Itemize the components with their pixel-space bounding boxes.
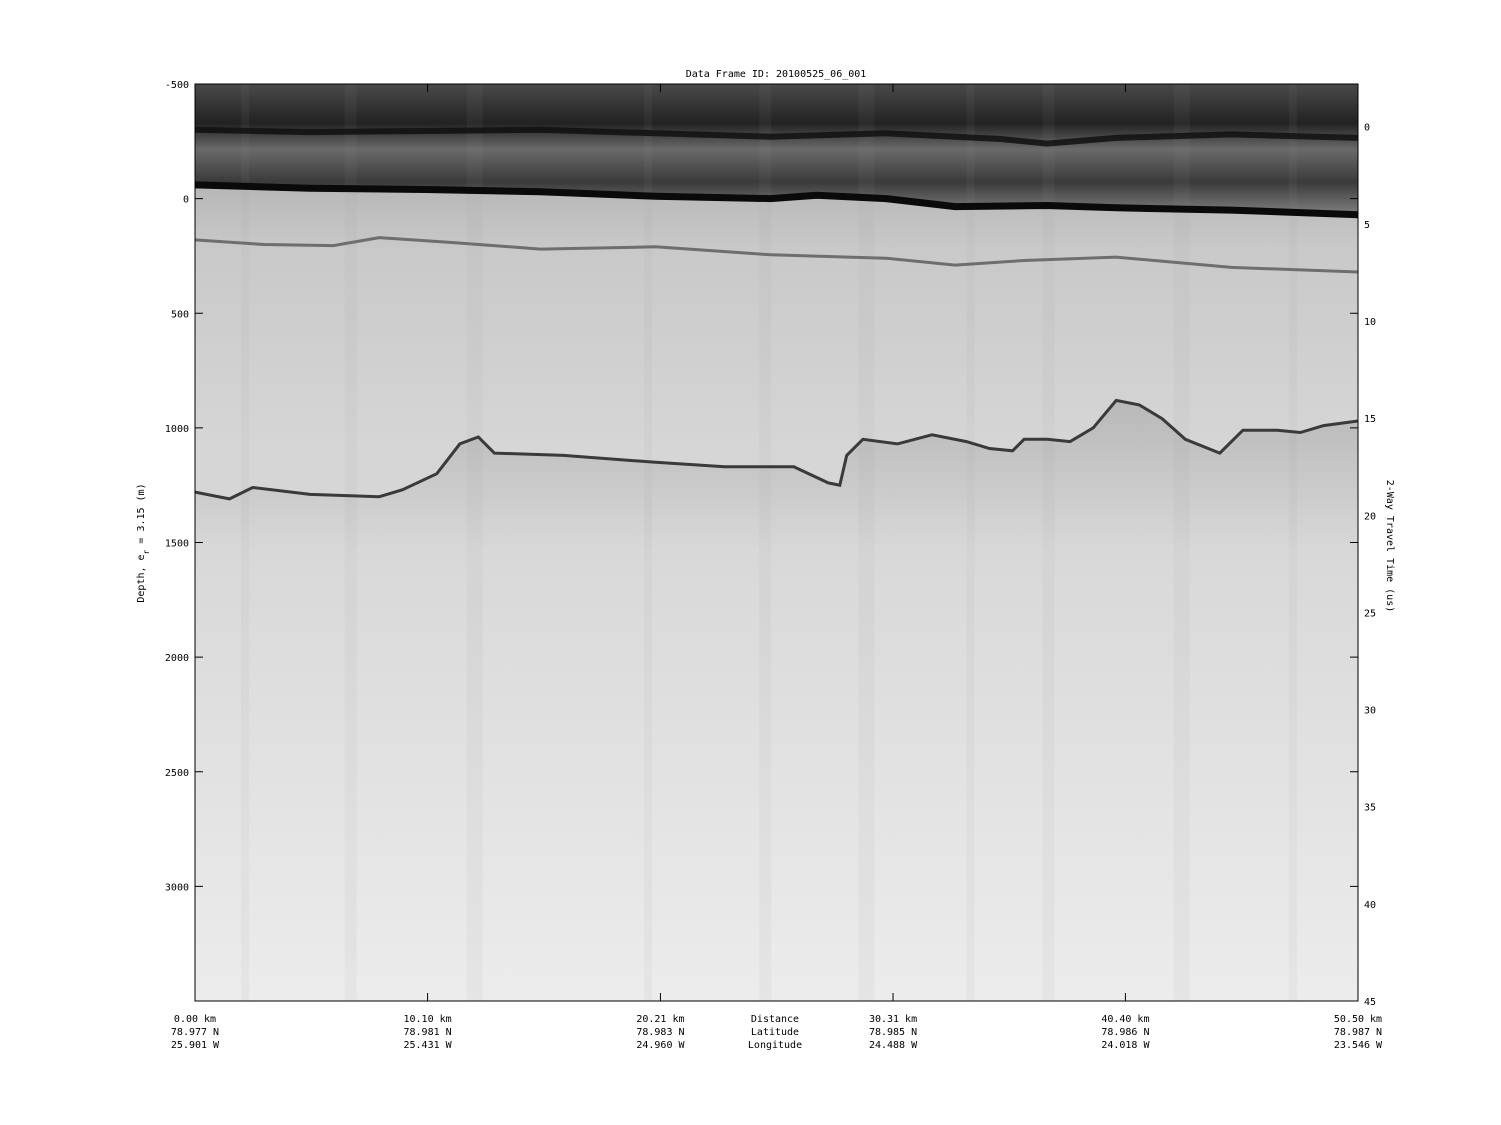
left-tick-label: 500 [171, 309, 189, 320]
right-tick-label: 40 [1364, 900, 1376, 911]
x-tick-label-0: 20.21 km [636, 1014, 684, 1025]
x-tick-label-0: 40.40 km [1101, 1014, 1149, 1025]
right-tick-label: 25 [1364, 608, 1376, 619]
x-tick-label-2: 25.431 W [404, 1040, 453, 1051]
streak-2 [466, 84, 483, 1001]
x-tick-label-0: 0.00 km [174, 1014, 216, 1025]
right-axis-ticks: 0 5 10 15 20 25 30 35 40 45 [1364, 123, 1376, 1008]
x-tick-label-1: 78.986 N [1101, 1027, 1149, 1038]
left-axis-label: Depth, er = 3.15 (m) [136, 483, 151, 602]
x-tick-label-2: 23.546 W [1334, 1040, 1383, 1051]
x-tick-label-2: 24.960 W [636, 1040, 685, 1051]
x-row-label: Longitude [748, 1040, 802, 1051]
surface-reflector-line [195, 181, 1358, 219]
right-tick-label: 35 [1364, 803, 1376, 814]
streak-4 [759, 84, 772, 1001]
bedrock-region [195, 400, 1358, 1001]
streak-8 [1173, 84, 1190, 1001]
plot-area [195, 84, 1358, 1001]
x-tick-label-1: 78.977 N [171, 1027, 219, 1038]
left-tick-label: 1000 [165, 424, 189, 435]
x-tick-label-1: 78.981 N [404, 1027, 452, 1038]
left-tick-label: 1500 [165, 539, 189, 550]
left-axis-ticks: -500 0 500 1000 1500 2000 2500 3000 [165, 80, 1358, 893]
x-row-label: Distance [751, 1014, 799, 1025]
streak-9 [1288, 84, 1297, 1001]
x-tick-label-0: 10.10 km [404, 1014, 452, 1025]
left-tick-label: 2500 [165, 768, 189, 779]
left-axis-label-sub: r [142, 549, 151, 554]
x-tick-label-1: 78.983 N [636, 1027, 684, 1038]
air-reflector-line [195, 126, 1358, 147]
right-tick-label: 45 [1364, 997, 1376, 1008]
bed-reflector-line [195, 398, 1358, 501]
vertical-streaks [241, 84, 1297, 1001]
streak-5 [858, 84, 875, 1001]
x-tick-label-0: 50.50 km [1334, 1014, 1382, 1025]
chart-title: Data Frame ID: 20100525_06_001 [686, 69, 867, 80]
right-tick-label: 30 [1364, 706, 1376, 717]
right-tick-label: 0 [1364, 123, 1370, 134]
x-tick-label-1: 78.987 N [1334, 1027, 1382, 1038]
right-tick-label: 10 [1364, 317, 1376, 328]
streak-1 [344, 84, 357, 1001]
right-tick-label: 20 [1364, 511, 1376, 522]
streak-6 [966, 84, 975, 1001]
x-tick-label-2: 24.488 W [869, 1040, 918, 1051]
left-tick-label: -500 [165, 80, 189, 91]
air-region [195, 84, 1358, 215]
x-tick-label-2: 25.901 W [171, 1040, 220, 1051]
x-tick-label-1: 78.985 N [869, 1027, 917, 1038]
left-tick-label: 2000 [165, 653, 189, 664]
left-tick-label: 0 [183, 195, 189, 206]
streak-7 [1042, 84, 1055, 1001]
internal-layer-line [195, 236, 1358, 274]
left-axis-label-main: Depth, e [136, 554, 147, 602]
x-tick-label-2: 24.018 W [1101, 1040, 1150, 1051]
left-axis-label-rest: = 3.15 (m) [136, 483, 147, 549]
right-tick-label: 5 [1364, 220, 1370, 231]
x-row-label: Latitude [751, 1027, 799, 1038]
left-tick-label: 3000 [165, 882, 189, 893]
streak-0 [241, 84, 250, 1001]
x-axis-ticks: 0.00 km 78.977 N 25.901 W 10.10 km 78.981 N 2… [171, 84, 1383, 1051]
right-axis-label: 2-Way Travel Time (us) [1384, 480, 1395, 612]
x-tick-label-0: 30.31 km [869, 1014, 917, 1025]
right-tick-label: 15 [1364, 414, 1376, 425]
streak-3 [644, 84, 653, 1001]
